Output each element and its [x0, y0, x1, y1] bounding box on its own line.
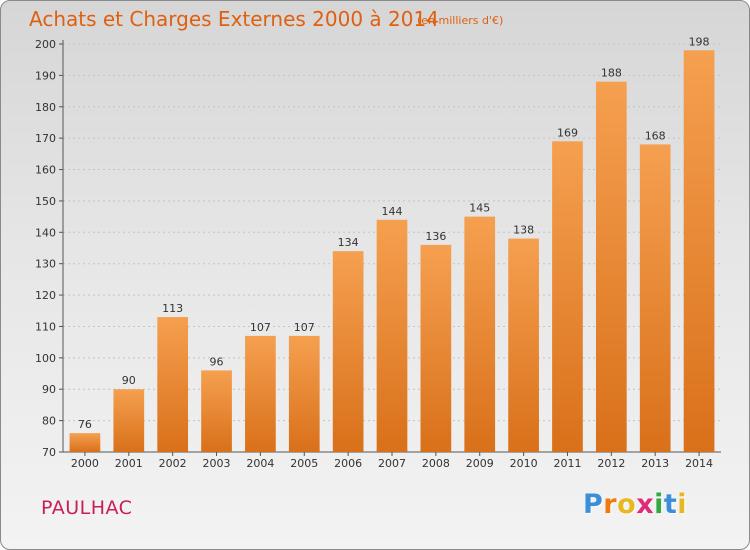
x-tick-label: 2005 — [290, 457, 318, 470]
x-tick-label: 2010 — [510, 457, 538, 470]
bar-value-label: 134 — [338, 236, 359, 249]
bar — [201, 370, 232, 452]
axes: 7080901001101201301401501601701801902002… — [35, 38, 721, 470]
bar-value-label: 188 — [601, 67, 622, 80]
y-tick-label: 100 — [35, 352, 56, 365]
x-tick-label: 2008 — [422, 457, 450, 470]
x-tick-label: 2012 — [597, 457, 625, 470]
logo-letter: i — [677, 489, 688, 520]
y-tick-label: 190 — [35, 69, 56, 82]
data-labels: 76 90 113 96 107 107 134 144 136 145 138 169 188 168 1… — [78, 35, 710, 431]
bar-value-label: 198 — [689, 35, 710, 48]
proxiti-logo[interactable]: Proxiti — [583, 489, 687, 520]
logo-letter: P — [583, 489, 604, 520]
y-tick-label: 180 — [35, 101, 56, 114]
bar-value-label: 145 — [469, 202, 490, 215]
logo-letter: t — [663, 489, 678, 520]
x-tick-label: 2007 — [378, 457, 406, 470]
bar — [683, 50, 715, 453]
bar-value-label: 107 — [250, 321, 271, 334]
x-tick-label: 2014 — [685, 457, 713, 470]
bar-value-label: 138 — [513, 224, 534, 237]
x-tick-label: 2002 — [159, 457, 187, 470]
bar — [464, 216, 496, 452]
bar — [376, 219, 408, 452]
y-tick-label: 200 — [35, 38, 56, 51]
x-tick-label: 2006 — [334, 457, 362, 470]
bar-value-label: 96 — [210, 355, 224, 368]
bar — [552, 141, 583, 453]
bar — [420, 244, 452, 452]
bar — [639, 144, 671, 452]
y-tick-label: 150 — [35, 195, 56, 208]
bar-value-label: 90 — [122, 374, 136, 387]
bar — [157, 317, 189, 452]
bar-value-label: 144 — [382, 205, 403, 218]
y-tick-label: 120 — [35, 289, 56, 302]
bar-value-label: 168 — [645, 129, 666, 142]
bar — [69, 433, 101, 452]
bar-value-label: 107 — [294, 321, 315, 334]
x-tick-label: 2001 — [115, 457, 143, 470]
x-tick-label: 2009 — [466, 457, 494, 470]
logo-letter: r — [603, 489, 618, 520]
y-tick-label: 160 — [35, 164, 56, 177]
x-tick-label: 2011 — [553, 457, 581, 470]
city-name: PAULHAC — [41, 497, 133, 519]
y-tick-label: 170 — [35, 132, 56, 145]
bar — [332, 251, 364, 452]
bar — [595, 81, 627, 453]
bar — [245, 335, 276, 452]
x-tick-label: 2004 — [246, 457, 274, 470]
chart-unit: (en milliers d'€) — [417, 14, 504, 27]
logo-letter: o — [617, 489, 637, 520]
y-tick-label: 110 — [35, 320, 56, 333]
bar-value-label: 136 — [425, 230, 446, 243]
bar-value-label: 169 — [557, 126, 578, 139]
bars — [69, 50, 715, 453]
chart-title: Achats et Charges Externes 2000 à 2014 — [29, 7, 439, 31]
bar — [508, 238, 539, 452]
x-tick-label: 2013 — [641, 457, 669, 470]
y-tick-label: 130 — [35, 258, 56, 271]
bar — [113, 389, 145, 452]
bar — [288, 335, 320, 452]
y-tick-label: 80 — [42, 415, 56, 428]
x-tick-label: 2000 — [71, 457, 99, 470]
x-tick-label: 2003 — [203, 457, 231, 470]
bar-value-label: 113 — [162, 302, 183, 315]
bar-value-label: 76 — [78, 418, 92, 431]
y-tick-label: 140 — [35, 226, 56, 239]
logo-letter: i — [654, 489, 664, 520]
y-tick-label: 90 — [42, 383, 56, 396]
y-tick-label: 70 — [42, 446, 56, 459]
logo-letter: x — [636, 489, 655, 520]
